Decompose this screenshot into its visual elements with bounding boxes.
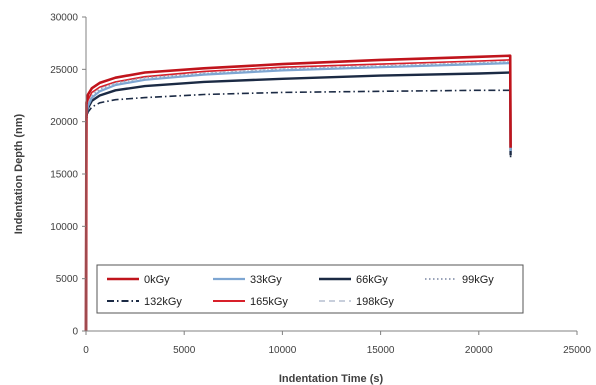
series-line-0kgy bbox=[84, 54, 512, 332]
x-tick-label: 10000 bbox=[268, 345, 296, 356]
series-layer bbox=[84, 54, 512, 332]
x-tick-label: 0 bbox=[83, 345, 89, 356]
y-tick-label: 25000 bbox=[50, 65, 78, 76]
axes bbox=[82, 16, 578, 335]
y-tick-label: 30000 bbox=[50, 13, 78, 24]
x-tick-label: 5000 bbox=[173, 345, 196, 356]
y-tick-label: 5000 bbox=[56, 274, 79, 285]
x-axis-title: Indentation Time (s) bbox=[279, 373, 384, 385]
y-tick-label: 15000 bbox=[50, 170, 78, 181]
legend-label-165kgy: 165kGy bbox=[250, 296, 288, 308]
tick-labels: 0 5000 10000 15000 20000 25000 30000 0 5000 10000… bbox=[50, 13, 591, 357]
series-line-33kgy bbox=[84, 61, 512, 332]
y-tick-label: 0 bbox=[72, 327, 78, 338]
legend-label-132kgy: 132kGy bbox=[144, 296, 182, 308]
legend: 0kGy 33kGy 66kGy 99kGy 132kGy 165kGy 198kGy bbox=[96, 264, 524, 314]
x-tick-label: 20000 bbox=[465, 345, 493, 356]
legend-label-0kgy: 0kGy bbox=[144, 274, 170, 286]
legend-label-99kgy: 99kGy bbox=[462, 274, 494, 286]
legend-label-66kgy: 66kGy bbox=[356, 274, 388, 286]
legend-box bbox=[96, 264, 524, 314]
legend-label-198kgy: 198kGy bbox=[356, 296, 394, 308]
y-axis-title: Indentation Depth (nm) bbox=[13, 113, 25, 234]
y-tick-label: 20000 bbox=[50, 117, 78, 128]
x-tick-label: 15000 bbox=[367, 345, 395, 356]
x-tick-label: 25000 bbox=[563, 345, 591, 356]
legend-label-33kgy: 33kGy bbox=[250, 274, 282, 286]
series-line-99kgy bbox=[85, 61, 512, 332]
y-tick-label: 10000 bbox=[50, 222, 78, 233]
